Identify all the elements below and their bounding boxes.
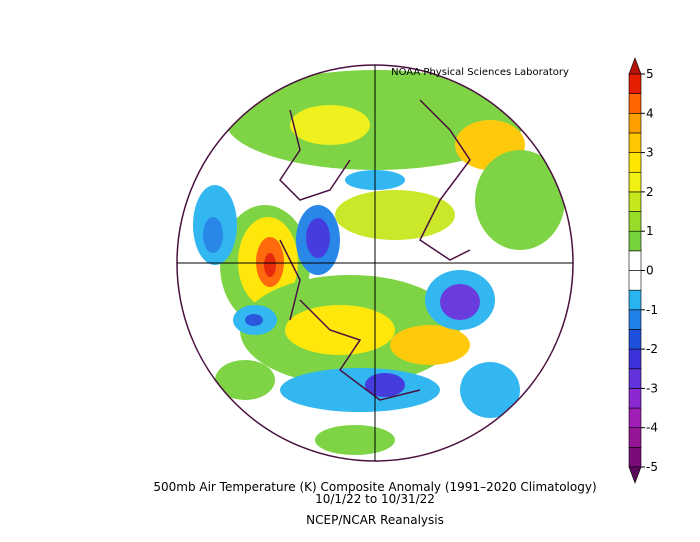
colorbar-tick-label: -4 — [646, 421, 658, 435]
colorbar-segment — [628, 113, 642, 134]
colorbar-segment — [628, 388, 642, 409]
colorbar-segment — [628, 132, 642, 153]
colorbar-segment — [628, 73, 642, 94]
colorbar-tick-label: 1 — [646, 224, 654, 238]
colorbar-segment — [628, 407, 642, 428]
colorbar-tick-label: -2 — [646, 342, 658, 356]
colorbar-segment — [628, 348, 642, 370]
colorbar-segment — [628, 427, 642, 448]
colorbar-tick-label: -5 — [646, 460, 658, 474]
colorbar-segment — [628, 191, 642, 212]
source: NCEP/NCAR Reanalysis — [306, 513, 444, 527]
colorbar-segment — [628, 309, 642, 330]
colorbar-tick-label: 0 — [646, 264, 654, 278]
colorbar-tick-label: -3 — [646, 381, 658, 395]
colorbar-tick-label: 4 — [646, 106, 654, 120]
colorbar-segment — [628, 93, 642, 114]
colorbar-segment — [628, 270, 642, 291]
colorbar-segment — [628, 447, 642, 468]
map — [177, 65, 573, 461]
credit: NOAA Physical Sciences Laboratory — [391, 67, 569, 78]
colorbar-over — [628, 57, 642, 75]
colorbar-tick-label: 5 — [646, 67, 654, 81]
colorbar-under — [628, 466, 642, 484]
colorbar-segment — [628, 329, 642, 350]
colorbar-segment — [628, 289, 642, 311]
colorbar-tick-label: -1 — [646, 303, 658, 317]
colorbar: -5 -4 -3 -2 -1 0 1 2 3 4 5 — [628, 57, 658, 484]
colorbar-segment — [628, 152, 642, 173]
colorbar-segment — [628, 211, 642, 232]
colorbar-segment — [628, 250, 642, 271]
dates: 10/1/22 to 10/31/22 — [315, 492, 435, 506]
title: 500mb Air Temperature (K) Composite Anom… — [153, 480, 596, 494]
colorbar-tick-label: 2 — [646, 185, 654, 199]
colorbar-segment — [628, 230, 642, 252]
colorbar-segment — [628, 368, 642, 389]
colorbar-segment — [628, 171, 642, 193]
colorbar-tick-label: 3 — [646, 146, 654, 160]
